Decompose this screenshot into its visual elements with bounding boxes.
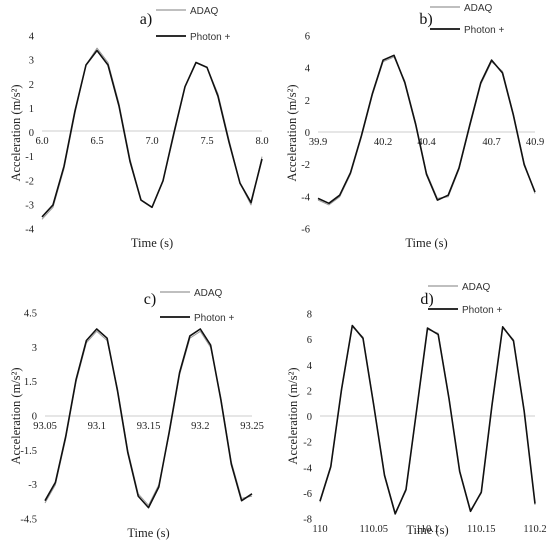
- y-tick-label: 4: [305, 64, 311, 75]
- y-tick-label: 3: [32, 343, 37, 354]
- x-tick-label: 40.7: [482, 137, 500, 148]
- y-tick-label: 4: [307, 361, 313, 372]
- y-tick-label: -6: [303, 489, 312, 500]
- series-line-adaq: [319, 326, 536, 514]
- y-tick-label: -4: [25, 225, 34, 236]
- y-tick-label: 8: [307, 310, 312, 321]
- x-tick-label: 7.5: [200, 136, 213, 147]
- x-tick-label: 110.05: [360, 524, 389, 535]
- y-tick-label: -4: [303, 463, 312, 474]
- y-axis-label: Acceleration (m/s²): [9, 367, 23, 464]
- y-axis-label: Acceleration (m/s²): [285, 84, 299, 181]
- panel-label: c): [144, 291, 156, 308]
- legend-label: Photon +: [464, 25, 504, 36]
- x-tick-label: 93.15: [137, 421, 161, 432]
- series-line-photon: [44, 328, 253, 509]
- panel-label: b): [419, 11, 432, 28]
- legend-label: ADAQ: [190, 6, 219, 17]
- panel-label: d): [420, 291, 433, 308]
- y-tick-label: 2: [305, 96, 310, 107]
- legend-label: ADAQ: [462, 282, 491, 293]
- legend-label: Photon +: [194, 313, 234, 324]
- y-tick-label: -8: [303, 515, 312, 526]
- x-tick-label: 110.1: [416, 524, 439, 535]
- chart-panel-3: -4.5 -3 -1.5 0 1.5 3 4.5 93.05 93.1 93.15 93.2 93.2…: [9, 288, 264, 540]
- y-tick-label: 2: [29, 80, 34, 91]
- series-line-adaq: [44, 330, 253, 506]
- y-tick-label: -2: [301, 160, 310, 171]
- series-line-photon: [41, 49, 263, 218]
- y-tick-label: -1: [25, 152, 34, 163]
- y-tick-label: 0: [32, 412, 37, 423]
- x-axis-label: Time (s): [131, 236, 173, 250]
- legend-label: Photon +: [462, 305, 502, 316]
- x-tick-label: 6.0: [35, 136, 48, 147]
- y-tick-label: -1.5: [20, 446, 37, 457]
- x-tick-label: 110: [312, 524, 327, 535]
- x-tick-label: 7.0: [145, 136, 158, 147]
- legend-label: ADAQ: [464, 3, 493, 14]
- y-tick-label: 0: [307, 412, 312, 423]
- y-tick-label: 1.5: [24, 377, 37, 388]
- y-tick-label: 3: [29, 56, 34, 67]
- y-tick-label: -3: [28, 480, 37, 491]
- chart-panel-1: -4 -3 -2 -1 0 1 2 3 4 6.0 6.5 7.0 7.5 8.0 ADAQ Photon +…: [9, 6, 269, 250]
- series-line-adaq: [41, 47, 263, 220]
- x-tick-label: 6.5: [90, 136, 103, 147]
- y-tick-label: -6: [301, 225, 310, 236]
- x-tick-label: 93.25: [240, 421, 264, 432]
- y-tick-label: 0: [29, 128, 34, 139]
- chart-panel-4: -8 -6 -4 -2 0 2 4 6 8 110 110.05 110.1 110.15 110.2 AD…: [286, 282, 547, 537]
- y-tick-label: -4: [301, 192, 310, 203]
- y-tick-label: -2: [25, 176, 34, 187]
- y-tick-label: 6: [305, 32, 310, 43]
- y-axis-label: Acceleration (m/s²): [286, 367, 300, 464]
- x-tick-label: 93.05: [33, 421, 57, 432]
- y-tick-label: 0: [305, 128, 310, 139]
- y-tick-label: -4.5: [20, 515, 37, 526]
- series-line-photon: [319, 324, 536, 515]
- y-tick-label: 4.5: [24, 309, 37, 320]
- series-line-adaq: [317, 56, 536, 206]
- legend-label: ADAQ: [194, 288, 223, 299]
- x-axis-label: Time (s): [406, 523, 448, 537]
- y-tick-label: 1: [29, 104, 34, 115]
- x-axis-label: Time (s): [127, 526, 169, 540]
- x-tick-label: 110.15: [467, 524, 496, 535]
- y-tick-label: -3: [25, 200, 34, 211]
- x-tick-label: 93.2: [191, 421, 209, 432]
- x-tick-label: 40.9: [526, 137, 544, 148]
- panel-label: a): [140, 11, 152, 28]
- y-tick-label: -2: [303, 438, 312, 449]
- x-tick-label: 39.9: [309, 137, 327, 148]
- y-tick-label: 4: [29, 32, 35, 43]
- x-tick-label: 8.0: [255, 136, 268, 147]
- y-tick-label: 2: [307, 386, 312, 397]
- x-axis-label: Time (s): [405, 236, 447, 250]
- y-tick-label: 6: [307, 335, 312, 346]
- x-tick-label: 93.1: [88, 421, 106, 432]
- series-line-photon: [317, 54, 536, 205]
- x-tick-label: 40.2: [374, 137, 392, 148]
- x-tick-label: 40.4: [417, 137, 436, 148]
- chart-panel-2: -6 -4 -2 0 2 4 6 39.9 40.2 40.4 40.7 40.9 ADAQ Photon…: [285, 3, 544, 250]
- y-axis-label: Acceleration (m/s²): [9, 84, 23, 181]
- legend-label: Photon +: [190, 32, 230, 43]
- x-tick-label: 110.2: [523, 524, 546, 535]
